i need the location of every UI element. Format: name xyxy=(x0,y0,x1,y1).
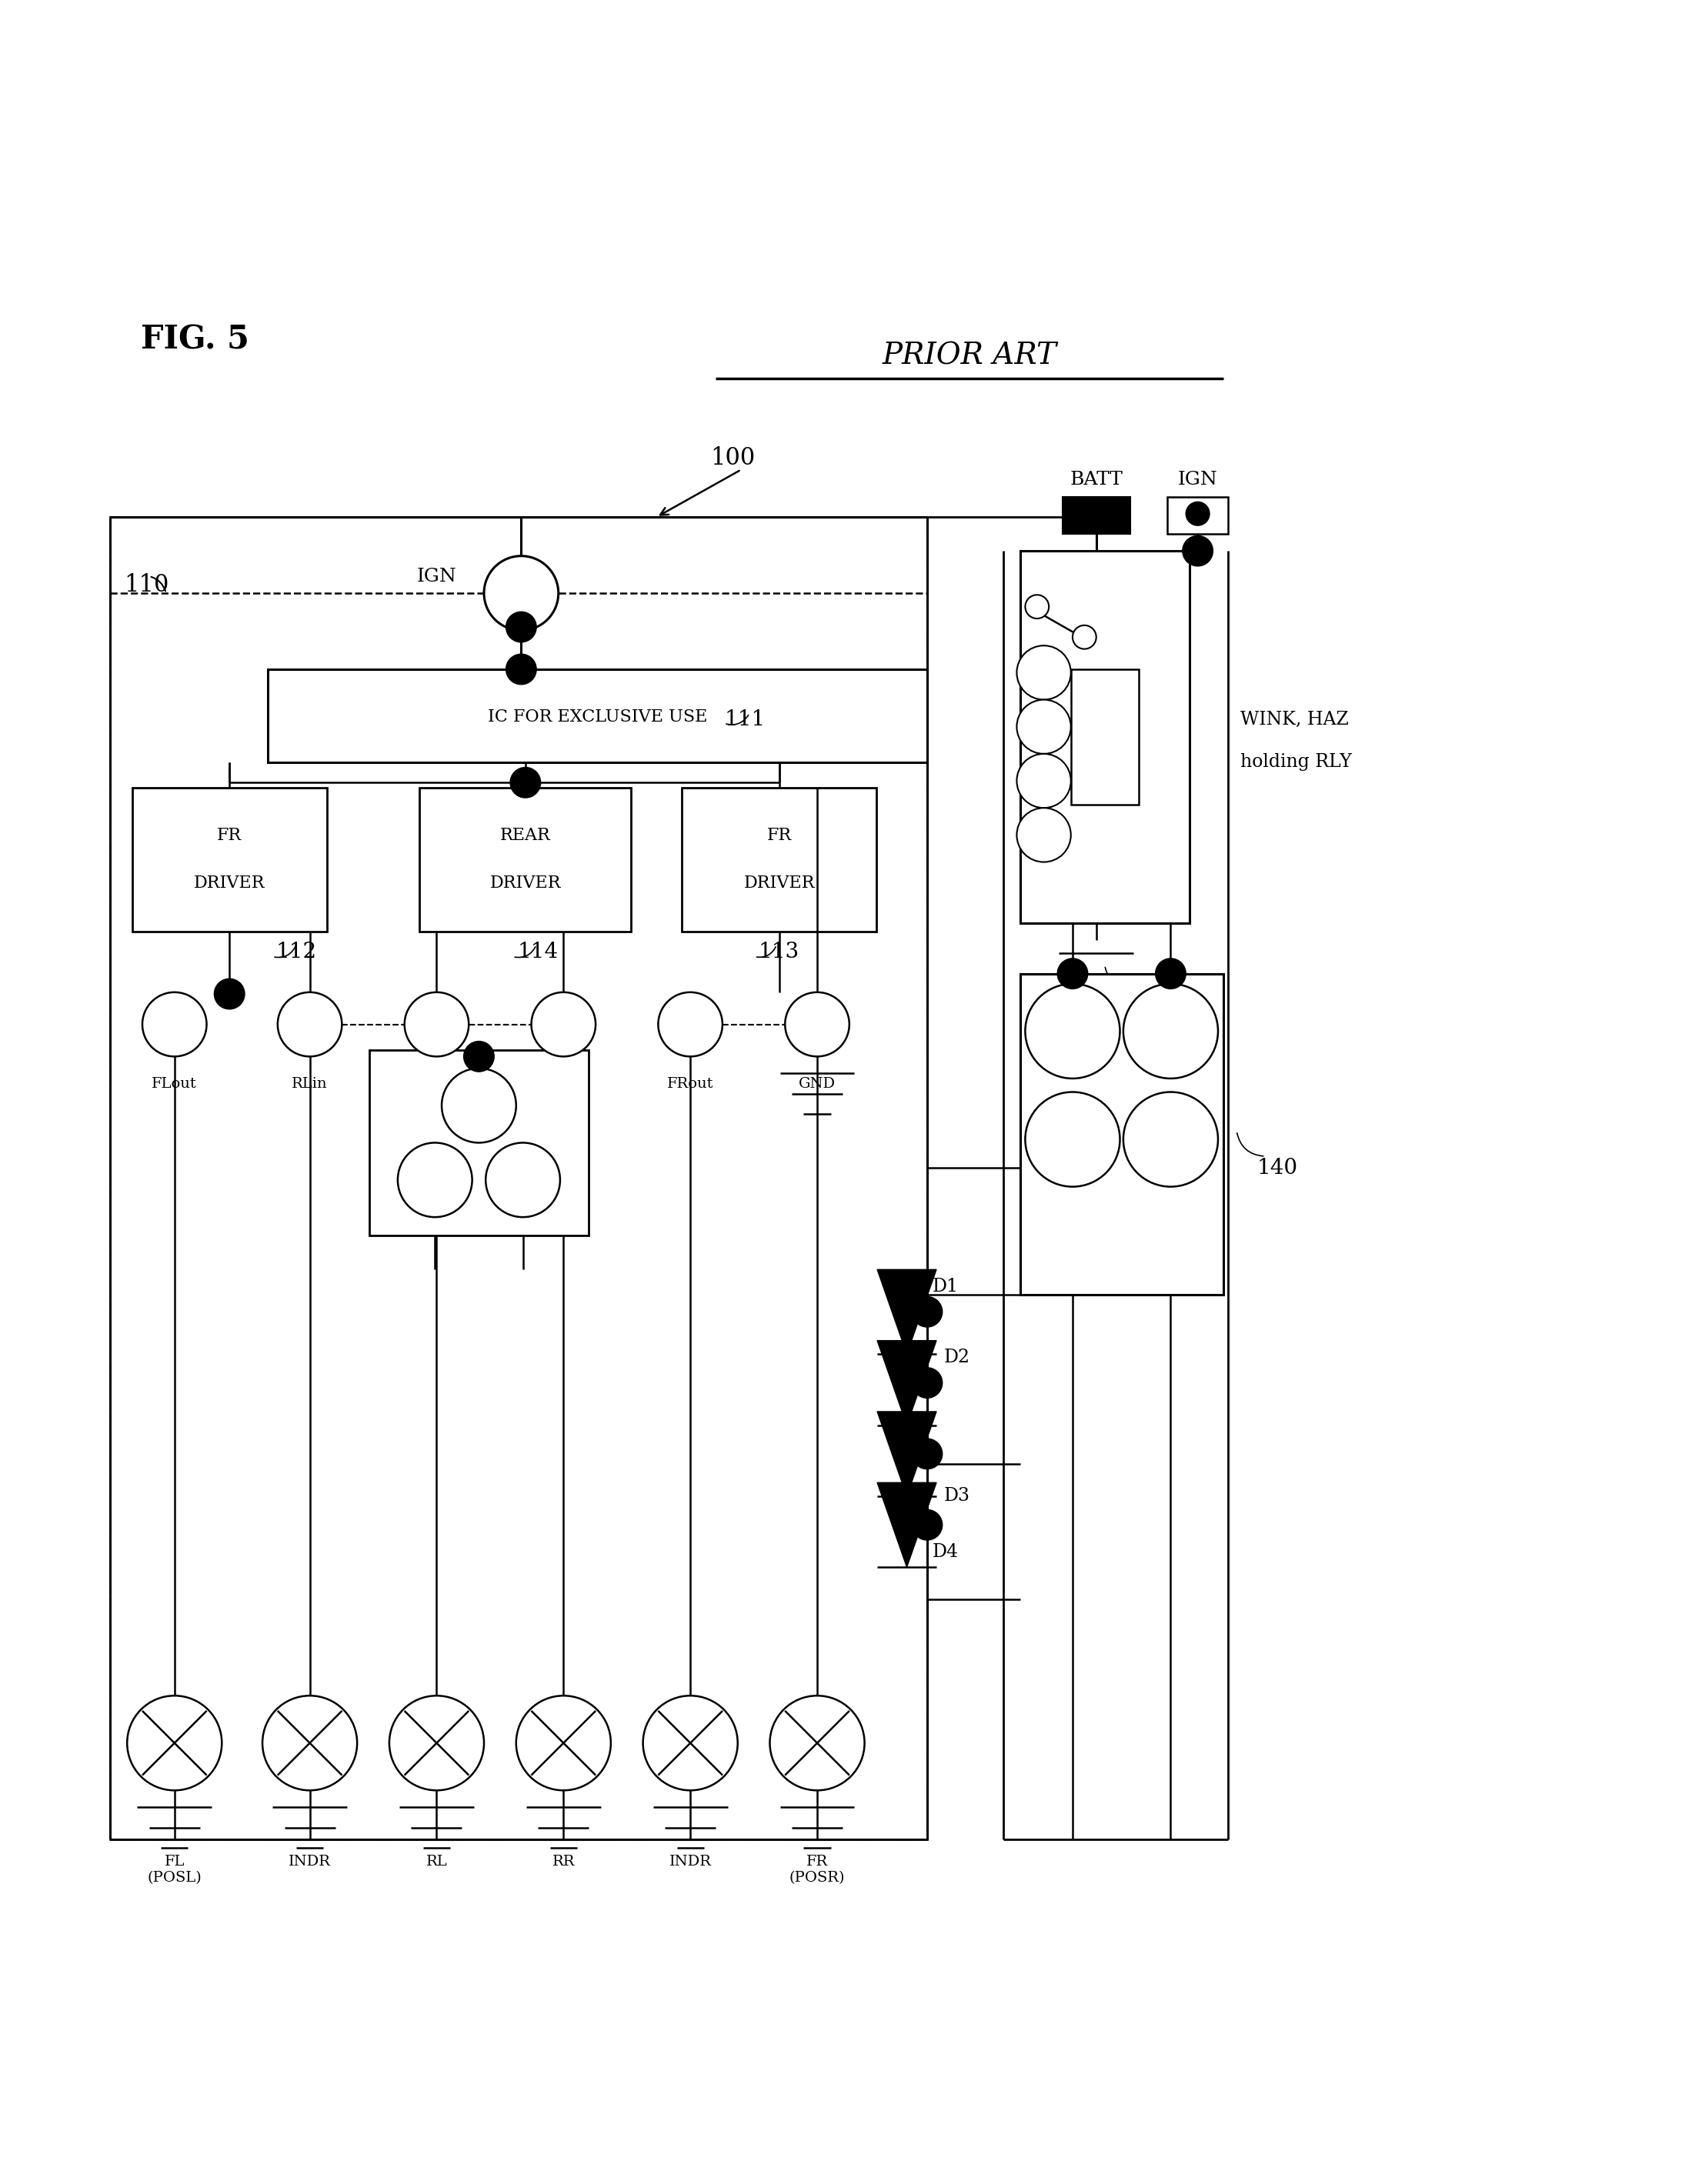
Circle shape xyxy=(1123,983,1219,1079)
Text: REAR: REAR xyxy=(500,828,551,845)
Text: FR: FR xyxy=(768,828,791,845)
Circle shape xyxy=(912,1297,943,1328)
Circle shape xyxy=(485,1142,560,1216)
Text: INDR: INDR xyxy=(669,1854,711,1870)
Text: WINK, HAZ: WINK, HAZ xyxy=(1241,712,1348,729)
Circle shape xyxy=(463,1042,494,1072)
Bar xyxy=(1071,668,1139,804)
Circle shape xyxy=(785,992,849,1057)
Bar xyxy=(420,788,631,930)
Circle shape xyxy=(128,1695,221,1791)
Text: FL
(POSL): FL (POSL) xyxy=(148,1854,203,1885)
Bar xyxy=(683,788,877,930)
Text: 100: 100 xyxy=(710,446,756,470)
Circle shape xyxy=(214,978,245,1009)
Text: DRIVER: DRIVER xyxy=(194,876,266,891)
Text: RLin: RLin xyxy=(291,1077,328,1090)
Text: IGN: IGN xyxy=(1178,472,1217,489)
Circle shape xyxy=(1183,535,1214,566)
Circle shape xyxy=(483,557,558,631)
Circle shape xyxy=(1016,753,1071,808)
Bar xyxy=(133,788,327,930)
Text: 130: 130 xyxy=(461,1116,502,1136)
Polygon shape xyxy=(877,1483,936,1568)
Bar xyxy=(369,1051,589,1236)
Text: 112: 112 xyxy=(276,941,317,961)
Text: RR: RR xyxy=(551,1854,575,1870)
Circle shape xyxy=(505,612,536,642)
Text: holding RLY: holding RLY xyxy=(1241,753,1351,771)
Bar xyxy=(1062,496,1130,533)
Circle shape xyxy=(769,1695,865,1791)
Circle shape xyxy=(1072,625,1096,649)
Circle shape xyxy=(1057,959,1088,989)
Text: Rout: Rout xyxy=(419,1077,454,1090)
Circle shape xyxy=(398,1142,471,1216)
Circle shape xyxy=(277,992,342,1057)
Polygon shape xyxy=(877,1341,936,1426)
Circle shape xyxy=(1016,808,1071,863)
Text: D3: D3 xyxy=(945,1487,970,1505)
Bar xyxy=(267,668,928,762)
Polygon shape xyxy=(877,1411,936,1496)
Text: FR: FR xyxy=(218,828,242,845)
Circle shape xyxy=(1016,699,1071,753)
Circle shape xyxy=(1016,646,1071,699)
Text: RL: RL xyxy=(425,1854,448,1870)
Circle shape xyxy=(405,992,468,1057)
Text: D4: D4 xyxy=(933,1544,958,1562)
Circle shape xyxy=(1025,1092,1120,1186)
Text: DRIVER: DRIVER xyxy=(744,876,815,891)
Text: FIG. 5: FIG. 5 xyxy=(141,323,248,356)
Text: D1: D1 xyxy=(933,1278,958,1295)
Text: 110: 110 xyxy=(124,572,168,596)
Bar xyxy=(1168,496,1229,533)
Text: FLout: FLout xyxy=(151,1077,197,1090)
Text: DRIVER: DRIVER xyxy=(490,876,562,891)
Bar xyxy=(111,518,928,1839)
Circle shape xyxy=(505,653,536,684)
Text: BATT: BATT xyxy=(1071,472,1123,489)
Text: GND: GND xyxy=(798,1077,836,1090)
Bar xyxy=(111,518,928,1839)
Text: 113: 113 xyxy=(757,941,798,961)
Text: 140: 140 xyxy=(1256,1158,1299,1179)
Circle shape xyxy=(659,992,722,1057)
Circle shape xyxy=(516,1695,611,1791)
Text: IGN: IGN xyxy=(417,568,456,585)
Circle shape xyxy=(143,992,206,1057)
Polygon shape xyxy=(877,1269,936,1354)
Circle shape xyxy=(1025,594,1048,618)
Circle shape xyxy=(1025,983,1120,1079)
Circle shape xyxy=(511,767,541,797)
Text: IC FOR EXCLUSIVE USE: IC FOR EXCLUSIVE USE xyxy=(487,708,706,725)
Text: D2: D2 xyxy=(945,1350,970,1367)
Circle shape xyxy=(912,1439,943,1470)
Circle shape xyxy=(390,1695,483,1791)
Circle shape xyxy=(1123,1092,1219,1186)
Circle shape xyxy=(1156,959,1186,989)
Circle shape xyxy=(912,1509,943,1540)
Text: INDR: INDR xyxy=(289,1854,330,1870)
Circle shape xyxy=(643,1695,737,1791)
Circle shape xyxy=(912,1367,943,1398)
Circle shape xyxy=(531,992,596,1057)
Circle shape xyxy=(443,1068,516,1142)
Circle shape xyxy=(1186,502,1210,526)
Bar xyxy=(1019,550,1190,924)
Text: FRout: FRout xyxy=(667,1077,713,1090)
Text: RRin: RRin xyxy=(545,1077,582,1090)
Text: FR
(POSR): FR (POSR) xyxy=(790,1854,846,1885)
Text: PRIOR ART: PRIOR ART xyxy=(882,343,1057,371)
Bar xyxy=(1019,974,1224,1295)
Text: 111: 111 xyxy=(723,710,766,729)
Text: 114: 114 xyxy=(517,941,558,961)
Text: 120: 120 xyxy=(1122,989,1162,1009)
Circle shape xyxy=(262,1695,357,1791)
